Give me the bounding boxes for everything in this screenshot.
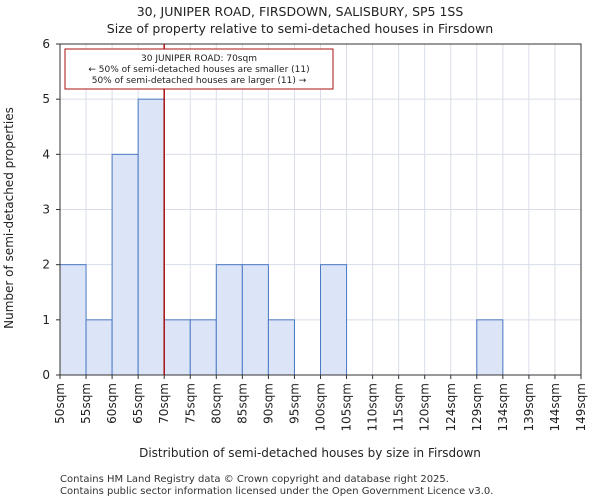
x-tick-label: 110sqm xyxy=(366,383,380,431)
histogram-bar xyxy=(241,264,269,376)
x-tick-label: 129sqm xyxy=(470,383,484,431)
histogram-bar xyxy=(85,319,113,376)
x-axis-label: Distribution of semi-detached houses by … xyxy=(139,446,481,460)
footer-line-2: Contains public sector information licen… xyxy=(60,486,493,497)
bars xyxy=(59,98,504,376)
chart-subtitle: Size of property relative to semi-detach… xyxy=(107,21,493,36)
x-tick-label: 144sqm xyxy=(548,383,562,431)
x-tick-label: 85sqm xyxy=(235,383,249,424)
x-tick-label: 90sqm xyxy=(261,383,275,424)
x-tick-label: 65sqm xyxy=(131,383,145,424)
x-tick-label: 55sqm xyxy=(79,383,93,424)
x-tick-label: 134sqm xyxy=(496,383,510,431)
histogram-bar xyxy=(267,319,295,376)
histogram-bar xyxy=(189,319,217,376)
y-tick-label: 1 xyxy=(42,313,50,327)
y-tick-label: 5 xyxy=(42,92,50,106)
x-tick-label: 50sqm xyxy=(53,383,67,424)
footer-line-1: Contains HM Land Registry data © Crown c… xyxy=(60,474,449,485)
x-tick-label: 80sqm xyxy=(209,383,223,424)
x-tick-label: 105sqm xyxy=(340,383,354,431)
y-ticks: 0 1 2 3 4 5 6 xyxy=(42,37,60,382)
chart-title: 30, JUNIPER ROAD, FIRSDOWN, SALISBURY, S… xyxy=(137,4,464,19)
annotation-line-1: 30 JUNIPER ROAD: 70sqm xyxy=(141,54,257,64)
x-tick-label: 139sqm xyxy=(522,383,536,431)
y-axis-label: Number of semi-detached properties xyxy=(2,107,16,329)
histogram-bar xyxy=(59,264,87,376)
x-tick-label: 124sqm xyxy=(444,383,458,431)
x-tick-label: 100sqm xyxy=(314,383,328,431)
x-ticks: 50sqm 55sqm 60sqm 65sqm 70sqm 75sqm 80sqm 85sqm… xyxy=(53,375,588,431)
marker-annotation: 30 JUNIPER ROAD: 70sqm ← 50% of semi-det… xyxy=(64,48,334,90)
x-tick-label: 120sqm xyxy=(418,383,432,431)
y-tick-label: 3 xyxy=(42,203,50,217)
histogram-bar xyxy=(137,98,165,376)
annotation-box xyxy=(64,48,334,90)
x-tick-label: 115sqm xyxy=(392,383,406,431)
histogram-bar xyxy=(320,264,348,376)
x-tick-label: 75sqm xyxy=(183,383,197,424)
x-tick-label: 60sqm xyxy=(105,383,119,424)
y-tick-label: 4 xyxy=(42,147,50,161)
y-tick-label: 6 xyxy=(42,37,50,51)
histogram-bar xyxy=(163,319,191,376)
x-tick-label: 70sqm xyxy=(157,383,171,424)
histogram-bar xyxy=(111,153,139,376)
histogram-bar xyxy=(476,319,504,376)
annotation-line-3: 50% of semi-detached houses are larger (… xyxy=(92,76,307,86)
y-tick-label: 2 xyxy=(42,258,50,272)
annotation-line-2: ← 50% of semi-detached houses are smalle… xyxy=(88,65,309,75)
x-tick-label: 95sqm xyxy=(287,383,301,424)
x-tick-label: 149sqm xyxy=(574,383,588,431)
histogram-bar xyxy=(215,264,243,376)
y-tick-label: 0 xyxy=(42,368,50,382)
